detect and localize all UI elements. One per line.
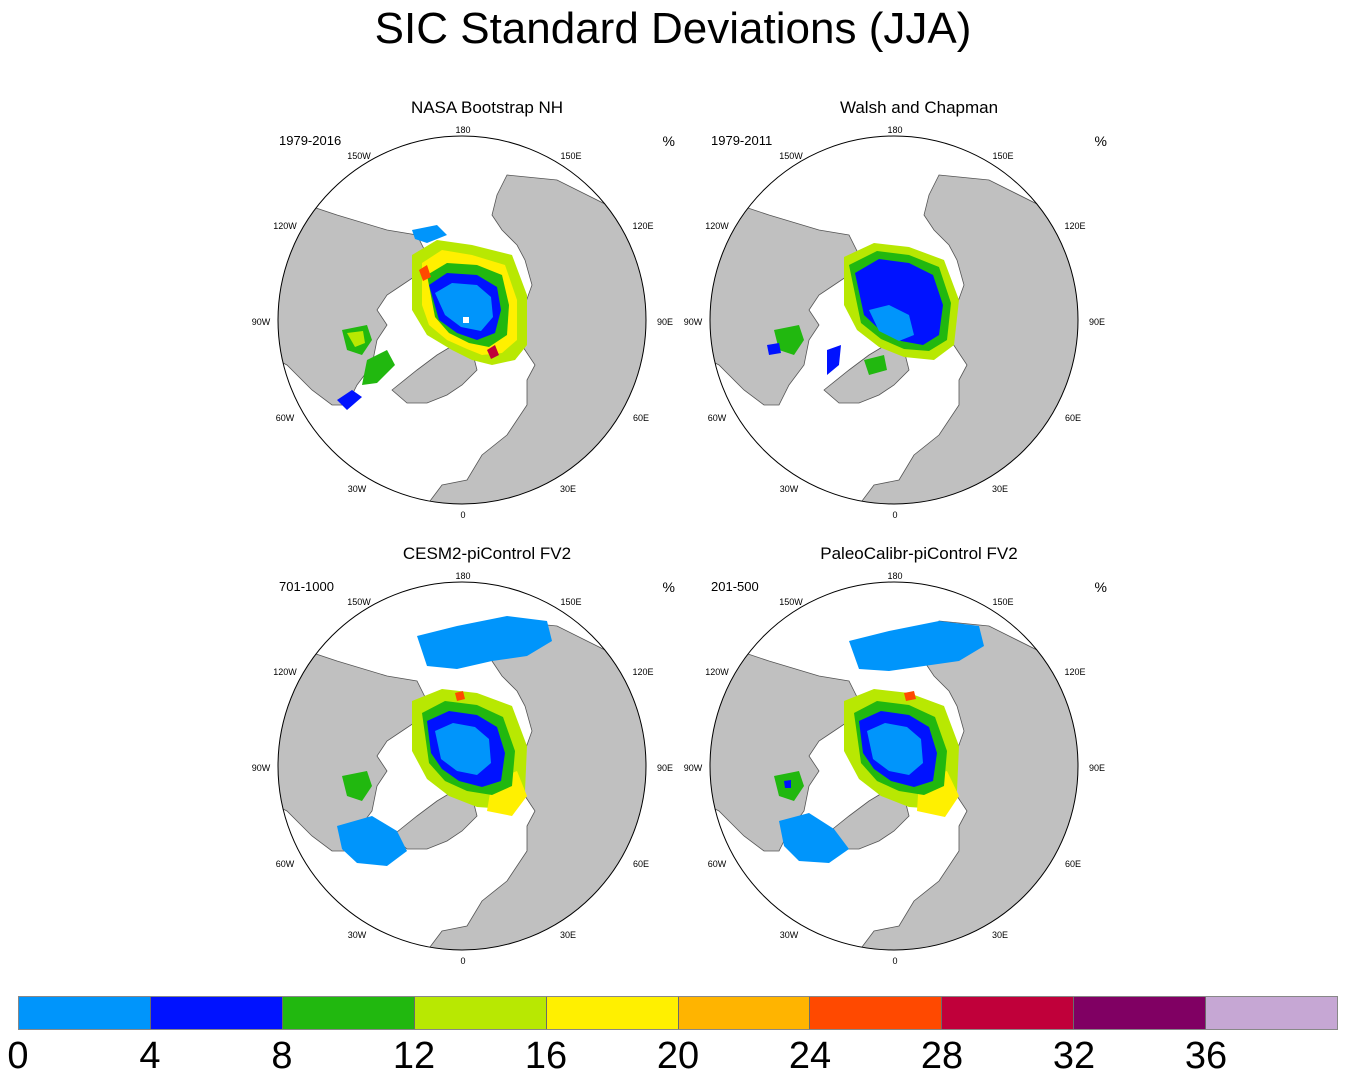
panel-unit: % [1094,133,1107,149]
colorbar-tick-label: 20 [656,1035,700,1077]
polar-map [277,135,647,505]
colorbar-tick-label: 12 [392,1035,436,1077]
colorbar-bin-7 [942,997,1075,1029]
lon-label-60w: 60W [707,413,727,423]
lon-label-90w: 90W [251,317,271,327]
lon-label-60w: 60W [275,859,295,869]
lon-label-90e: 90E [1088,317,1106,327]
lon-label-60e: 60E [632,859,650,869]
colorbar-bin-3 [414,997,547,1029]
panel-years: 1979-2011 [711,133,773,148]
lon-label-90w: 90W [683,317,703,327]
colorbar-bin-6 [810,997,943,1029]
lon-label-150e: 150E [560,597,582,607]
lon-label-120w: 120W [273,221,297,231]
panel-unit: % [662,133,675,149]
lon-label-30w: 30W [347,484,367,494]
colorbar-tick-label: 32 [1052,1035,1096,1077]
lon-label-120w: 120W [273,667,297,677]
colorbar-bin-2 [282,997,415,1029]
colorbar-bin-5 [678,997,811,1029]
lon-label-60e: 60E [632,413,650,423]
lon-label-120e: 120E [632,221,654,231]
lon-label-90e: 90E [656,317,674,327]
panel-title: PaleoCalibr-piControl FV2 [820,544,1018,563]
lon-label-30w: 30W [347,930,367,940]
colorbar-tick-label: 28 [920,1035,964,1077]
lon-label-0: 0 [460,956,466,966]
colorbar-bin-4 [546,997,679,1029]
lon-label-180: 180 [455,571,471,581]
colorbar-bin-8 [1074,997,1207,1029]
lon-label-30e: 30E [991,930,1009,940]
lon-label-180: 180 [455,125,471,135]
lon-label-30e: 30E [991,484,1009,494]
map-panel-nasa-bootstrap: NASA Bootstrap NH 1979-2016 % [252,98,697,542]
lon-label-30w: 30W [779,484,799,494]
colorbar-bin-9 [1206,997,1338,1029]
lon-label-120w: 120W [705,221,729,231]
panel-title: Walsh and Chapman [839,98,999,117]
panel-unit: % [1094,579,1107,595]
colorbar-tick-label: 0 [7,1035,29,1077]
polar-map [709,135,1079,505]
colorbar-bin-1 [150,997,283,1029]
map-panel-paleocalibr-picontrol: PaleoCalibr-piControl FV2 201-500 % 180 … [684,544,1129,988]
colorbar [18,996,1338,1030]
lon-label-90e: 90E [656,763,674,773]
lon-label-120e: 120E [1064,667,1086,677]
landmass-greenland [391,339,478,404]
lon-label-150w: 150W [779,597,803,607]
lon-label-120e: 120E [1064,221,1086,231]
lon-label-30w: 30W [779,930,799,940]
panel-years: 701-1000 [279,579,334,594]
colorbar-tick-label: 16 [524,1035,568,1077]
lon-label-120e: 120E [632,667,654,677]
polar-map [277,581,647,951]
map-panel-walsh-chapman: Walsh and Chapman 1979-2011 % 180 150E 1… [684,98,1129,542]
panel-title: CESM2-piControl FV2 [402,544,572,563]
landmass-eurasia [426,174,646,504]
page-title: SIC Standard Deviations (JJA) [374,4,972,53]
lon-label-60e: 60E [1064,413,1082,423]
lon-label-180: 180 [887,571,903,581]
lon-label-150e: 150E [992,151,1014,161]
lon-label-0: 0 [892,956,898,966]
lon-label-150w: 150W [779,151,803,161]
lon-label-90w: 90W [683,763,703,773]
colorbar-tick-label: 4 [139,1035,161,1077]
lon-label-150w: 150W [347,151,371,161]
lon-label-150e: 150E [560,151,582,161]
lon-label-180: 180 [887,125,903,135]
panel-unit: % [662,579,675,595]
lon-label-30e: 30E [559,930,577,940]
lon-label-60w: 60W [707,859,727,869]
map-panel-cesm2-picontrol: CESM2-piControl FV2 701-1000 % 180 150E … [252,544,697,988]
lon-label-150e: 150E [992,597,1014,607]
panel-years: 1979-2016 [279,133,342,148]
lon-label-150w: 150W [347,597,371,607]
lon-label-120w: 120W [705,667,729,677]
colorbar-bin-0 [19,997,151,1029]
colorbar-tick-label: 24 [788,1035,832,1077]
lon-label-0: 0 [892,510,898,520]
colorbar-tick-label: 8 [271,1035,293,1077]
lon-label-0: 0 [460,510,466,520]
panel-years: 201-500 [711,579,759,594]
lon-label-90e: 90E [1088,763,1106,773]
lon-label-90w: 90W [251,763,271,773]
colorbar-tick-label: 36 [1184,1035,1228,1077]
lon-label-60e: 60E [1064,859,1082,869]
panel-title: NASA Bootstrap NH [410,98,564,117]
lon-label-30e: 30E [559,484,577,494]
lon-label-60w: 60W [275,413,295,423]
polar-map [709,581,1079,951]
